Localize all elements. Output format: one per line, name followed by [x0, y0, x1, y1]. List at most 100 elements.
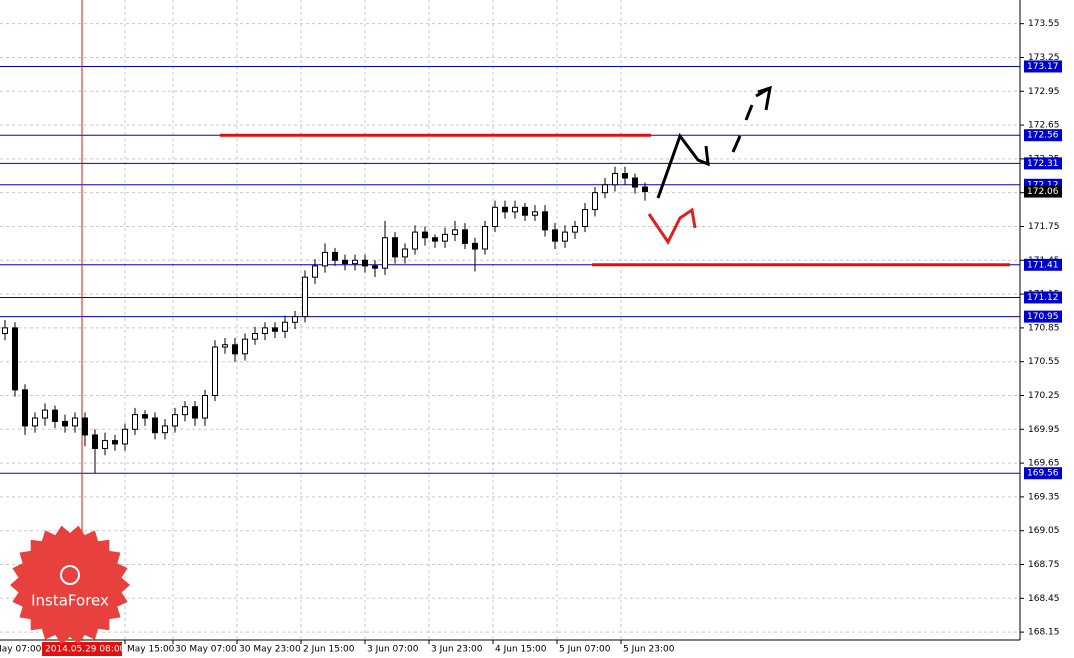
candle-body — [172, 414, 178, 427]
candle-body — [142, 414, 148, 419]
level-label: 172.56 — [1027, 131, 1059, 141]
level-label-box — [1024, 258, 1062, 271]
candle-body — [632, 177, 638, 188]
candle-body — [502, 206, 508, 213]
x-tick-label: 30 May 07:00 — [175, 645, 237, 655]
candle-body — [122, 428, 128, 445]
y-tick-label: 173.55 — [1028, 19, 1060, 29]
level-label: 171.41 — [1027, 260, 1059, 270]
y-tick-label: 172.65 — [1028, 121, 1060, 131]
candle-body — [392, 237, 398, 258]
candle-body — [532, 211, 538, 216]
level-label: 170.95 — [1027, 312, 1059, 322]
candle-body — [282, 321, 288, 332]
candle-body — [52, 409, 58, 422]
logo-text: InstaForex — [31, 592, 109, 610]
candle-body — [252, 333, 258, 340]
candle-body — [212, 346, 218, 396]
price-label-box — [1024, 185, 1062, 198]
candle-body — [262, 327, 268, 335]
forecast-up — [656, 132, 710, 199]
candle-body — [562, 231, 568, 242]
cursor-label: 2014.05.29 08:00 — [45, 645, 126, 655]
logo-icon — [60, 565, 80, 585]
candle-body — [2, 327, 8, 335]
candle-body — [622, 173, 628, 179]
cursor-label-box — [42, 642, 122, 656]
y-tick-label: 170.85 — [1028, 323, 1060, 333]
candle-body — [192, 406, 198, 419]
candle-body — [592, 192, 598, 211]
candle-body — [152, 417, 158, 434]
candle-body — [612, 173, 618, 186]
candle-body — [432, 237, 438, 242]
candle-body — [312, 265, 318, 278]
candle-body — [62, 420, 68, 427]
level-label: 171.12 — [1027, 293, 1059, 303]
candle-body — [382, 237, 388, 269]
y-tick-label: 169.65 — [1028, 459, 1060, 469]
candle-body — [482, 225, 488, 250]
forecast-dashed — [731, 85, 772, 153]
candle-body — [232, 344, 238, 355]
candle-body — [302, 276, 308, 318]
candle-body — [352, 259, 358, 265]
logo: InstaForex — [10, 525, 130, 645]
level-label: 173.17 — [1027, 62, 1059, 72]
level-label-box — [1024, 310, 1062, 323]
x-tick-label: 3 Jun 23:00 — [431, 645, 483, 655]
level-label: 172.31 — [1027, 159, 1059, 169]
level-label-box — [1024, 291, 1062, 304]
level-label: 172.12 — [1027, 180, 1059, 190]
candle-body — [222, 344, 228, 348]
candle-body — [92, 434, 98, 449]
y-tick-label: 172.95 — [1028, 87, 1060, 97]
candle-body — [112, 440, 118, 445]
candle-body — [72, 417, 78, 427]
level-label-box — [1024, 60, 1062, 73]
candle-body — [492, 206, 498, 227]
candle-body — [332, 251, 338, 261]
level-label-box — [1024, 129, 1062, 142]
candle-body — [452, 229, 458, 235]
y-tick-label: 169.05 — [1028, 526, 1060, 536]
candle-body — [292, 316, 298, 323]
y-tick-label: 170.25 — [1028, 391, 1060, 401]
candle-body — [582, 209, 588, 227]
y-tick-label: 168.75 — [1028, 560, 1060, 570]
x-tick-label: 5 Jun 23:00 — [623, 645, 675, 655]
level-label: 169.56 — [1027, 469, 1059, 479]
candle-body — [462, 229, 468, 244]
x-tick-label: 4 Jun 15:00 — [495, 645, 547, 655]
y-tick-label: 170.55 — [1028, 357, 1060, 367]
candle-body — [602, 184, 608, 194]
candle-body — [132, 414, 138, 430]
candle-body — [422, 231, 428, 239]
candle-body — [242, 338, 248, 355]
candle-body — [512, 206, 518, 213]
candle-body — [322, 251, 328, 267]
x-tick-label: 3 Jun 07:00 — [367, 645, 419, 655]
candle-body — [372, 265, 378, 269]
x-tick-label: 30 May 23:00 — [239, 645, 301, 655]
candle-body — [572, 225, 578, 233]
forecast-down — [647, 207, 697, 245]
candle-body — [342, 259, 348, 265]
candle-body — [542, 211, 548, 231]
candle-body — [552, 229, 558, 242]
forecast-arrows — [647, 85, 772, 245]
candle-body — [82, 417, 88, 436]
candle-body — [162, 425, 168, 434]
x-tick-label: 5 Jun 07:00 — [559, 645, 611, 655]
level-label-box — [1024, 157, 1062, 170]
y-tick-label: 169.35 — [1028, 492, 1060, 502]
x-tick-label: May 15:00 — [127, 645, 175, 655]
x-tick-label: May 07:00 — [0, 645, 42, 655]
candle-body — [522, 206, 528, 216]
y-tick-label: 171.75 — [1028, 222, 1060, 232]
candle-body — [102, 440, 108, 449]
candle-body — [42, 409, 48, 419]
candle-body — [182, 406, 188, 416]
y-tick-label: 168.15 — [1028, 628, 1060, 638]
